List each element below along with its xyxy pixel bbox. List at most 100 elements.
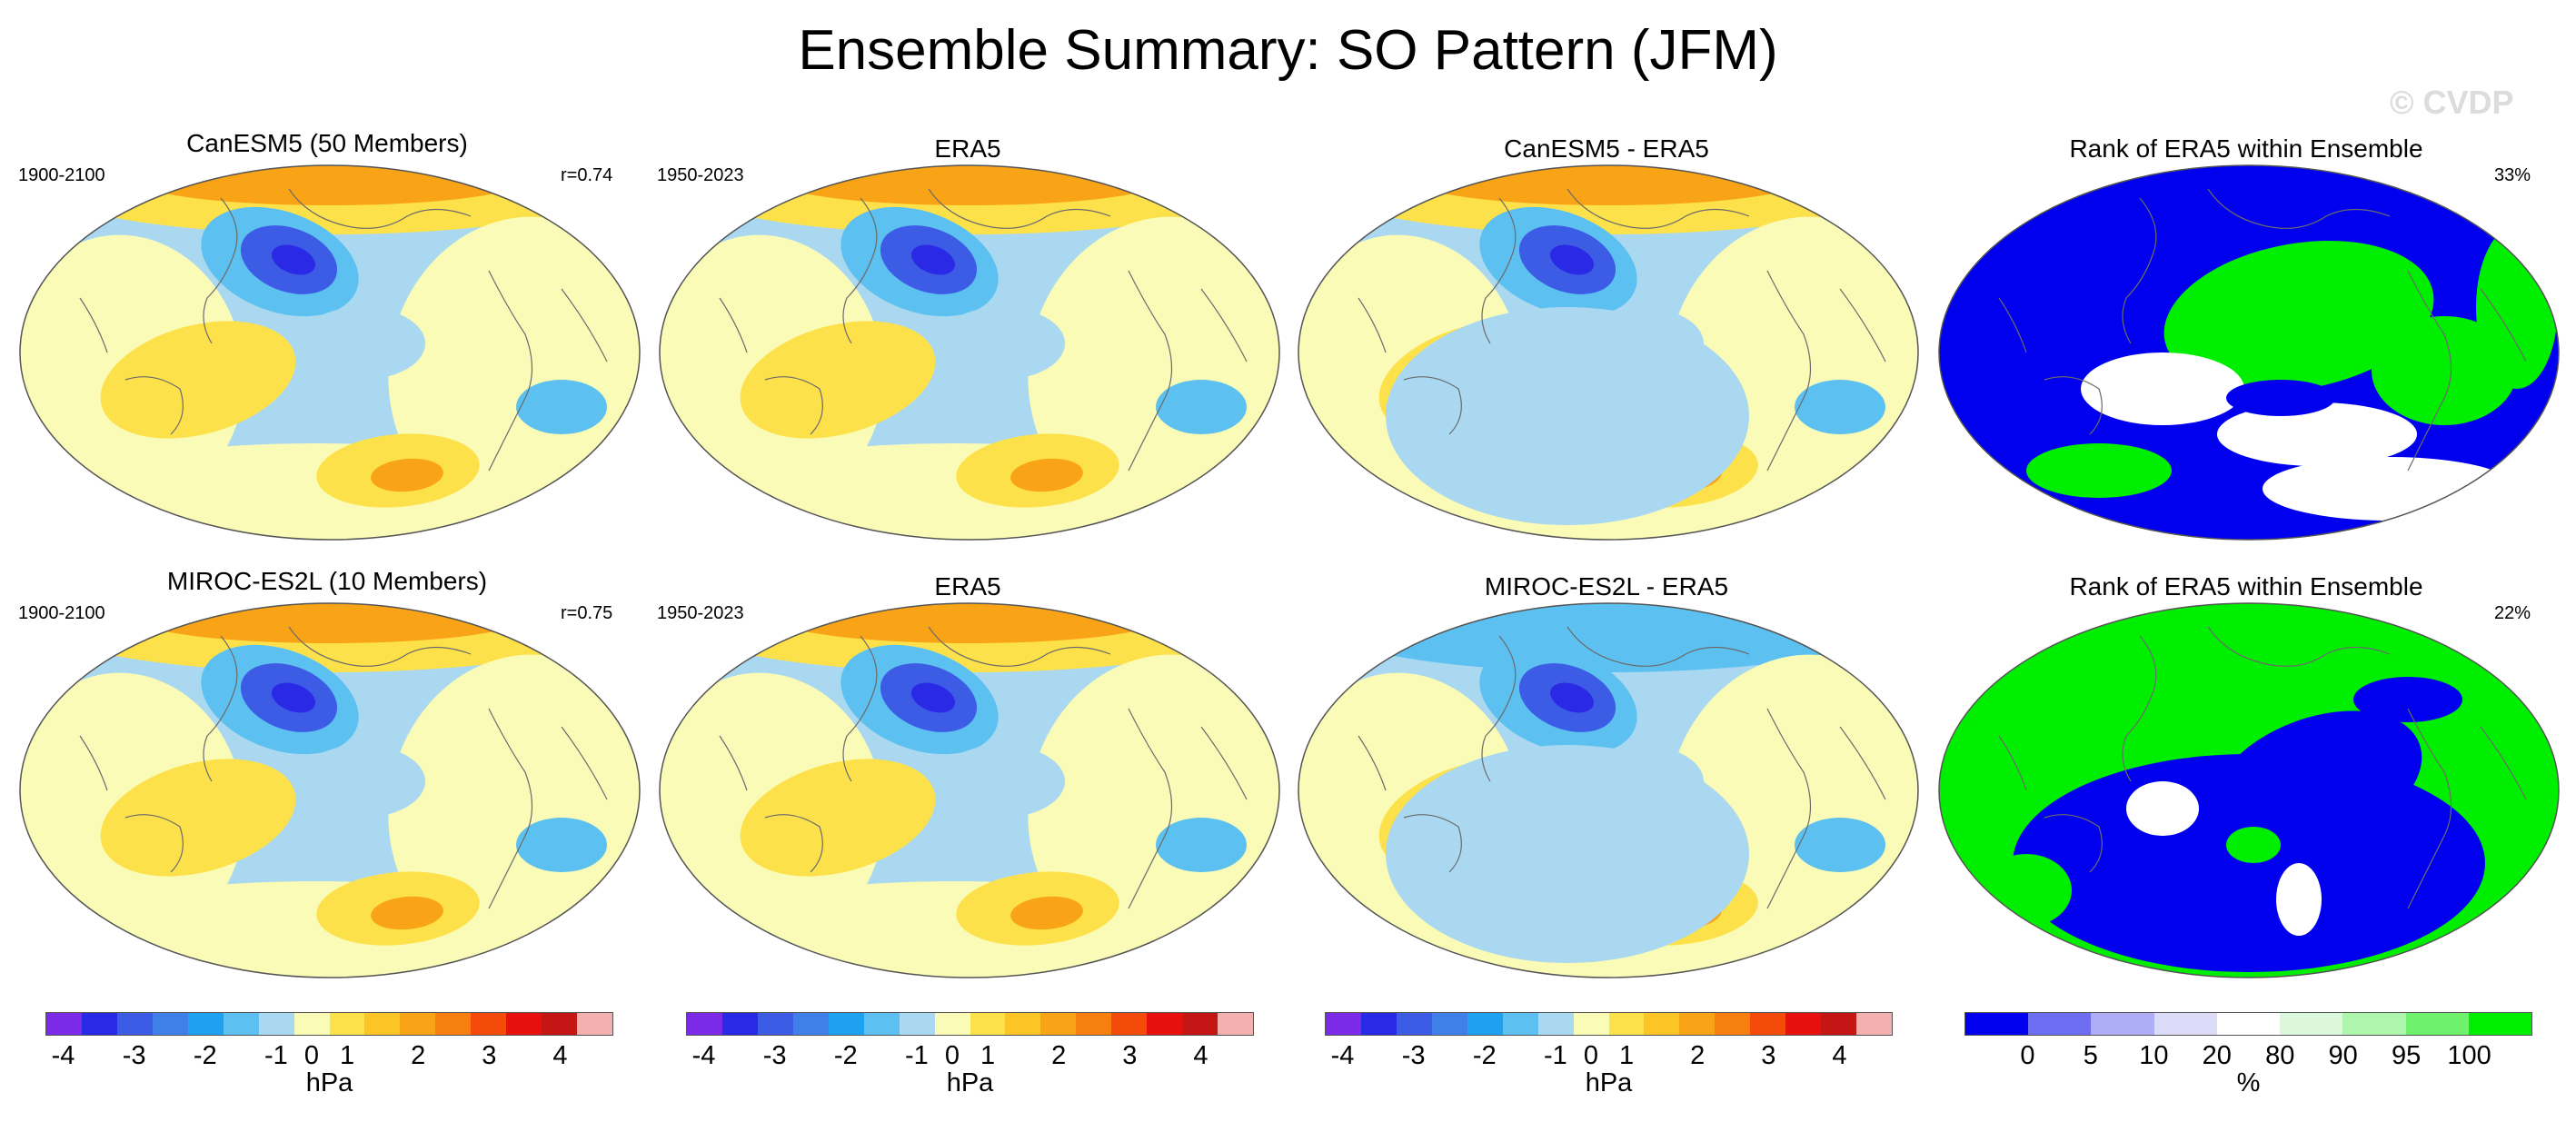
- colorbar-swatch: [1360, 1013, 1397, 1035]
- colorbar-swatch: [2091, 1013, 2154, 1035]
- colorbar-tick-label: 100: [2447, 1041, 2491, 1070]
- colorbar-swatch: [116, 1013, 153, 1035]
- colorbar-tick-label: -2: [193, 1041, 217, 1070]
- colorbar-tick-label: 1: [339, 1041, 355, 1070]
- colorbar-swatch: [187, 1013, 224, 1035]
- panel-title: ERA5: [934, 572, 1001, 601]
- colorbar-swatch: [542, 1013, 578, 1035]
- colorbar-swatch: [1715, 1013, 1751, 1035]
- colorbar-swatch: [792, 1013, 829, 1035]
- watermark: © CVDP: [2390, 84, 2514, 121]
- colorbar-hpa: [686, 1012, 1254, 1036]
- colorbar-tick-label: 1: [980, 1041, 996, 1070]
- colorbar-hpa: [45, 1012, 613, 1036]
- colorbar-unit-label: hPa: [305, 1068, 353, 1097]
- colorbar-swatch: [46, 1013, 82, 1035]
- correlation-label: r=0.75: [561, 603, 613, 623]
- colorbar-tick-label: 4: [552, 1041, 568, 1070]
- colorbar-swatch: [1147, 1013, 1183, 1035]
- colorbar-swatch: [1573, 1013, 1609, 1035]
- slp-pattern-map: [656, 600, 1283, 981]
- panel-title: MIROC-ES2L (10 Members): [166, 567, 488, 595]
- colorbar-tick-label: -3: [1401, 1041, 1426, 1070]
- colorbar-tick-label: 80: [2265, 1041, 2295, 1070]
- colorbar-percent: [1964, 1012, 2532, 1036]
- colorbar-swatch: [2153, 1013, 2217, 1035]
- rank-map: [1935, 600, 2562, 981]
- colorbar-swatch: [1821, 1013, 1857, 1035]
- colorbar-swatch: [1431, 1013, 1467, 1035]
- colorbar-tick-label: -1: [905, 1041, 929, 1070]
- colorbar-tick-label: -4: [1330, 1041, 1355, 1070]
- colorbar-hpa: [1325, 1012, 1893, 1036]
- panel-title: CanESM5 - ERA5: [1504, 134, 1709, 163]
- colorbar-swatch: [329, 1013, 365, 1035]
- colorbar-tick-label: 2: [1051, 1041, 1067, 1070]
- panel-title: Rank of ERA5 within Ensemble: [2069, 572, 2423, 601]
- period-label: 1950-2023: [657, 603, 744, 623]
- colorbar-unit-label: %: [2236, 1068, 2261, 1097]
- colorbar-swatch: [152, 1013, 188, 1035]
- colorbar-tick-label: 3: [1122, 1041, 1138, 1070]
- colorbar-swatch: [934, 1013, 970, 1035]
- panel-title: CanESM5 (50 Members): [186, 129, 468, 157]
- colorbar-swatch: [471, 1013, 507, 1035]
- colorbar-swatch: [1467, 1013, 1503, 1035]
- colorbar-swatch: [1644, 1013, 1680, 1035]
- colorbar-tick-label: 3: [482, 1041, 497, 1070]
- colorbar-tick-label: 1: [1618, 1041, 1635, 1070]
- slp-pattern-map: [16, 600, 643, 981]
- colorbar-swatch: [223, 1013, 259, 1035]
- colorbar-swatch: [1750, 1013, 1786, 1035]
- colorbar-tick-label: 4: [1193, 1041, 1208, 1070]
- colorbar-swatch: [687, 1013, 722, 1035]
- colorbar-unit-label: hPa: [1585, 1068, 1633, 1097]
- colorbar-swatch: [1856, 1013, 1892, 1035]
- colorbar-tick-label: -3: [122, 1041, 146, 1070]
- colorbar-tick-label: 2: [1690, 1041, 1706, 1070]
- colorbar-swatch: [577, 1013, 612, 1035]
- colorbar-tick-label: 95: [2391, 1041, 2422, 1070]
- colorbar-tick-label: 10: [2139, 1041, 2169, 1070]
- colorbar-swatch: [400, 1013, 436, 1035]
- colorbar-swatch: [1040, 1013, 1077, 1035]
- rank-map: [1935, 162, 2562, 543]
- colorbar-swatch: [1326, 1013, 1361, 1035]
- colorbar-swatch: [1076, 1013, 1112, 1035]
- colorbar-swatch: [1182, 1013, 1218, 1035]
- colorbar-tick-label: -3: [762, 1041, 787, 1070]
- colorbar-swatch: [506, 1013, 542, 1035]
- colorbar-tick-label: -2: [1472, 1041, 1497, 1070]
- colorbar-swatch: [970, 1013, 1006, 1035]
- colorbar-swatch: [1537, 1013, 1574, 1035]
- colorbar-swatch: [1396, 1013, 1432, 1035]
- colorbar-swatch: [1502, 1013, 1538, 1035]
- colorbar-swatch: [2342, 1013, 2406, 1035]
- colorbar-swatch: [721, 1013, 758, 1035]
- colorbar-swatch: [1785, 1013, 1822, 1035]
- period-label: 1900-2100: [18, 165, 105, 185]
- colorbar-swatch: [364, 1013, 401, 1035]
- period-label: 1900-2100: [18, 603, 105, 623]
- slp-pattern-map: [1295, 162, 1922, 543]
- colorbar-swatch: [2280, 1013, 2343, 1035]
- colorbar-tick-label: 0: [944, 1041, 960, 1070]
- colorbar-swatch: [757, 1013, 793, 1035]
- colorbar-swatch: [2028, 1013, 2092, 1035]
- rank-percent-label: 22%: [2494, 603, 2531, 623]
- colorbar-swatch: [1005, 1013, 1041, 1035]
- slp-pattern-map: [656, 162, 1283, 543]
- colorbar-tick-label: 20: [2202, 1041, 2232, 1070]
- colorbar-swatch: [1679, 1013, 1716, 1035]
- colorbar-swatch: [1218, 1013, 1253, 1035]
- colorbar-swatch: [828, 1013, 864, 1035]
- panel-title: ERA5: [934, 134, 1001, 163]
- slp-pattern-map: [16, 162, 643, 543]
- colorbar-tick-label: 2: [411, 1041, 426, 1070]
- colorbar-tick-label: 0: [2020, 1041, 2035, 1070]
- colorbar-tick-label: 0: [303, 1041, 320, 1070]
- colorbar-swatch: [863, 1013, 900, 1035]
- colorbar-swatch: [435, 1013, 472, 1035]
- colorbar-swatch: [258, 1013, 294, 1035]
- colorbar-swatch: [1111, 1013, 1148, 1035]
